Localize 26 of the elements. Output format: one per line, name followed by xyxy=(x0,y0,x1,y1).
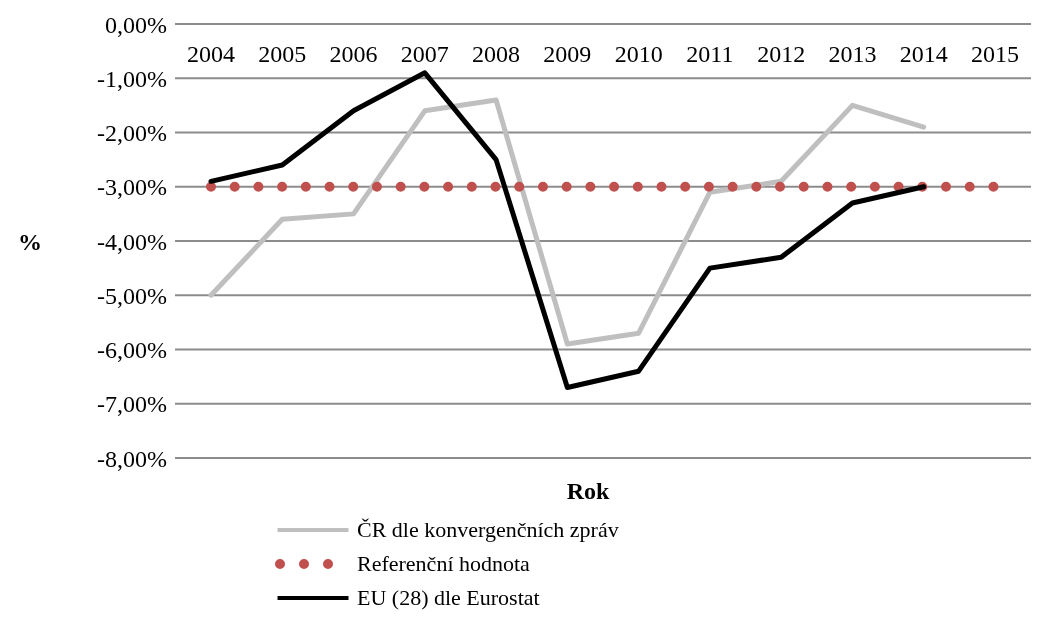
y-tick-label: -8,00% xyxy=(97,445,168,472)
x-tick-label: 2006 xyxy=(329,41,378,67)
x-tick-label: 2007 xyxy=(400,41,449,67)
legend-label: Referenční hodnota xyxy=(357,551,530,577)
y-tick-label: -6,00% xyxy=(97,337,168,364)
x-tick-label: 2011 xyxy=(686,41,734,67)
legend-label: ČR dle konvergenčních zpráv xyxy=(357,517,619,543)
y-tick-label: -3,00% xyxy=(97,174,168,201)
y-tick-label: -2,00% xyxy=(97,120,168,147)
y-tick-label: -1,00% xyxy=(97,65,168,92)
x-tick-label: 2014 xyxy=(899,41,948,67)
x-tick-label: 2004 xyxy=(187,41,235,67)
y-tick-label: -4,00% xyxy=(97,228,168,255)
x-tick-label: 2013 xyxy=(828,41,877,67)
x-axis-title: Rok xyxy=(565,478,611,505)
x-tick-label: 2015 xyxy=(971,41,1019,67)
x-tick-label: 2005 xyxy=(258,41,307,67)
y-tick-label: -7,00% xyxy=(97,391,168,418)
y-axis-title: % xyxy=(18,228,42,255)
legend-label: EU (28) dle Eurostat xyxy=(357,585,540,611)
y-tick-label: 0,00% xyxy=(105,11,167,38)
x-tick-label: 2008 xyxy=(472,41,521,67)
y-tick-label: -5,00% xyxy=(97,282,168,309)
x-tick-label: 2009 xyxy=(543,41,592,67)
x-tick-label: 2012 xyxy=(757,41,806,67)
x-tick-label: 2010 xyxy=(614,41,663,67)
